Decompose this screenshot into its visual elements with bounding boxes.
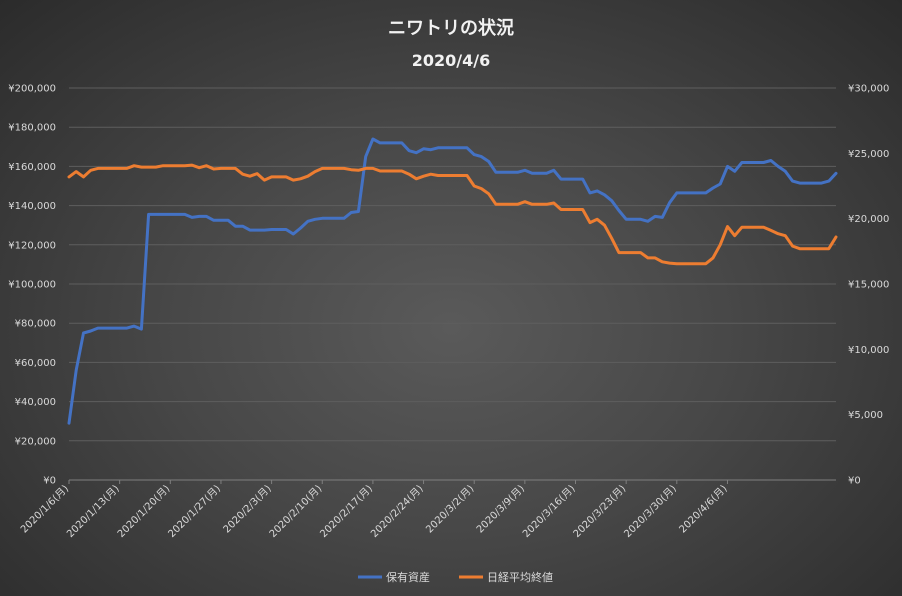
legend-label: 保有資産 <box>386 570 430 584</box>
gridlines <box>69 87 836 481</box>
series-line-holdings <box>67 137 838 425</box>
chart-title: ニワトリの状況 <box>388 17 514 39</box>
y-left-tick-label: ¥160,000 <box>8 162 56 173</box>
y-right-tick-label: ¥15,000 <box>848 280 889 291</box>
x-tick-label: 2020/4/6(月) <box>677 483 730 536</box>
y-left-tick-label: ¥80,000 <box>15 319 56 330</box>
chart-subtitle: 2020/4/6 <box>412 51 490 70</box>
y-right-tick-label: ¥25,000 <box>848 149 889 160</box>
y-left-tick-label: ¥20,000 <box>15 436 56 447</box>
x-tick-label: 2020/1/13(月) <box>64 483 121 540</box>
y-right-tick-label: ¥30,000 <box>848 84 889 95</box>
x-tick-label: 2020/2/10(月) <box>267 483 324 540</box>
x-tick-label: 2020/3/9(月) <box>474 483 527 536</box>
series-line-nikkei <box>67 163 838 266</box>
y-left-tick-label: ¥140,000 <box>8 201 56 212</box>
y-axis-right: ¥0 ¥5,000 ¥10,000 ¥15,000 ¥20,000 ¥25,000 ¥30,… <box>848 84 889 487</box>
x-tick-label: 2020/2/24(月) <box>368 483 425 540</box>
y-left-tick-label: ¥40,000 <box>15 397 56 408</box>
y-right-tick-label: ¥10,000 <box>848 345 889 356</box>
legend-label: 日経平均終値 <box>487 570 553 584</box>
x-tick-label: 2020/3/23(月) <box>571 483 628 540</box>
x-tick-label: 2020/3/2(月) <box>423 483 476 536</box>
x-tick-label: 2020/2/3(月) <box>221 483 274 536</box>
y-right-tick-label: ¥0 <box>848 476 861 487</box>
y-axis-left: ¥0 ¥20,000 ¥40,000 ¥60,000 ¥80,000 ¥100,000 ¥1… <box>8 84 56 487</box>
x-tick-label: 2020/1/6(月) <box>18 483 71 536</box>
x-tick-label: 2020/1/27(月) <box>166 483 223 540</box>
y-left-tick-label: ¥120,000 <box>8 240 56 251</box>
x-tick-label: 2020/2/17(月) <box>318 483 375 540</box>
y-right-tick-label: ¥5,000 <box>848 410 883 421</box>
y-right-tick-label: ¥20,000 <box>848 214 889 225</box>
y-left-tick-label: ¥180,000 <box>8 123 56 134</box>
x-tick-label: 2020/3/30(月) <box>622 483 679 540</box>
y-left-tick-label: ¥0 <box>43 476 56 487</box>
legend: 保有資産 日経平均終値 <box>358 570 553 584</box>
y-left-tick-label: ¥60,000 <box>15 358 56 369</box>
y-left-tick-label: ¥200,000 <box>8 84 56 95</box>
y-left-tick-label: ¥100,000 <box>8 280 56 291</box>
series-lines <box>67 137 838 425</box>
x-axis: 2020/1/6(月)2020/1/13(月)2020/1/20(月)2020/… <box>18 479 836 540</box>
x-tick-label: 2020/1/20(月) <box>115 483 172 540</box>
x-tick-label: 2020/3/16(月) <box>520 483 577 540</box>
